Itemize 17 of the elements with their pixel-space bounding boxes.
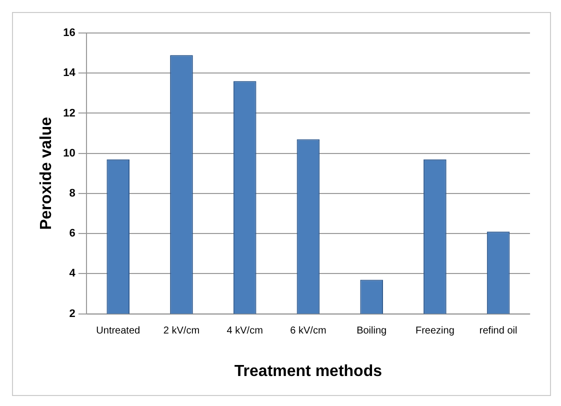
x-tick-label: 4 kV/cm	[226, 326, 263, 337]
y-tick-label: 16	[63, 27, 76, 40]
y-tick-label: 4	[69, 268, 76, 280]
x-tick-label: 6 kV/cm	[290, 326, 326, 337]
x-tick-label: Boiling	[356, 326, 387, 337]
y-tick-label: 12	[63, 107, 76, 120]
y-tick-label: 8	[69, 187, 76, 200]
y-tick-label: 6	[69, 228, 76, 240]
y-tick-label: 14	[63, 67, 76, 80]
x-tick-label: Untreated	[96, 326, 140, 337]
x-tick-label: 2 kV/cm	[163, 326, 200, 337]
y-axis-title: Peroxide value	[38, 116, 56, 230]
y-tick-label: 2	[69, 308, 76, 320]
x-tick-label: Freezing	[415, 326, 454, 337]
x-tick-label: refind oil	[479, 326, 518, 337]
x-axis-title: Treatment methods	[234, 362, 382, 380]
y-tick-label: 10	[63, 147, 76, 160]
